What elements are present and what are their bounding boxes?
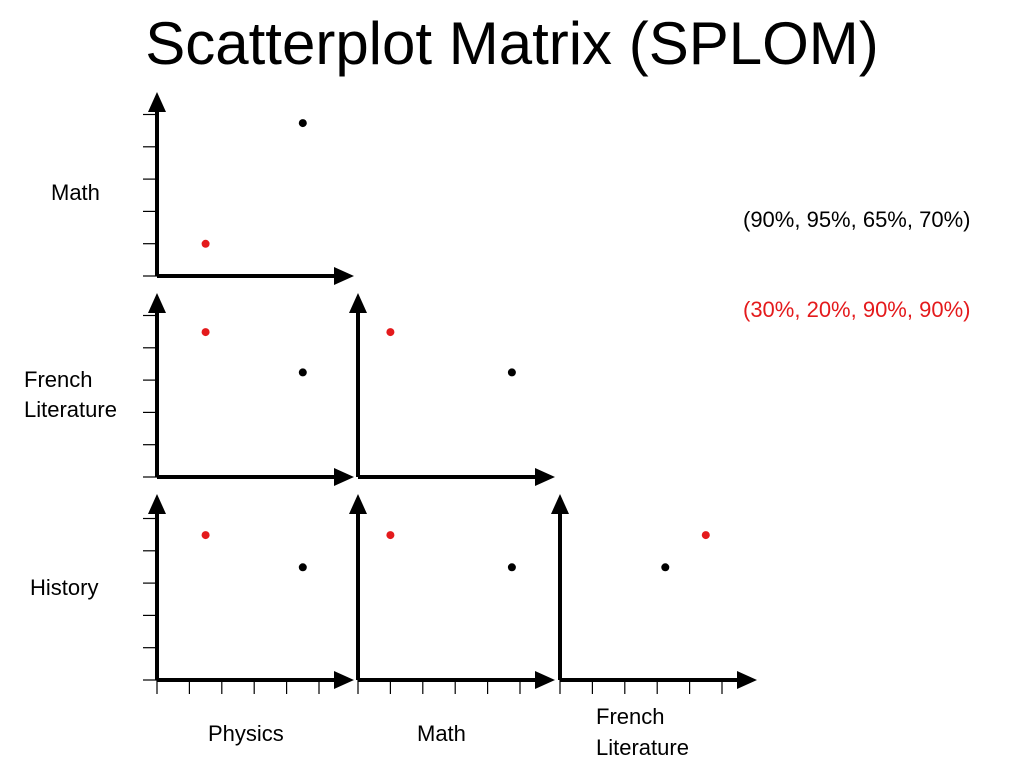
panel-math-vs-history-y-axis-arrow — [349, 494, 367, 514]
panel-physics-vs-math-point-record-1 — [298, 119, 307, 128]
row-label-math: Math — [51, 180, 100, 205]
panel-math-vs-french-literature-point-record-2 — [386, 328, 395, 337]
panel-physics-vs-math-x-axis-arrow — [334, 267, 354, 285]
panel-math-vs-history-point-record-1 — [507, 563, 516, 572]
column-label-french-literature-line1: French — [596, 704, 665, 729]
row-label-french-literature-line2: Literature — [24, 397, 117, 422]
panel-physics-vs-french-literature-point-record-2 — [201, 328, 210, 337]
panel-physics-vs-french-literature-point-record-1 — [298, 368, 307, 377]
panel-french-literature-vs-history-point-record-2 — [701, 531, 710, 540]
panel-physics-vs-french-literature-y-axis-arrow — [148, 293, 166, 313]
panel-physics-vs-history-y-axis-arrow — [148, 494, 166, 514]
panel-physics-vs-math-point-record-2 — [201, 239, 210, 248]
panel-physics-vs-history-point-record-1 — [298, 563, 307, 572]
panel-math-vs-french-literature-x-axis-arrow — [535, 468, 555, 486]
panel-math-vs-history-x-axis-arrow — [535, 671, 555, 689]
row-label-history: History — [30, 575, 99, 600]
chart-title: Scatterplot Matrix (SPLOM) — [145, 10, 879, 77]
panel-french-literature-vs-history-point-record-1 — [661, 563, 670, 572]
panel-physics-vs-history-x-axis-arrow — [334, 671, 354, 689]
panel-physics-vs-history-point-record-2 — [201, 531, 210, 540]
panel-math-vs-french-literature-y-axis-arrow — [349, 293, 367, 313]
row-label-french-literature-line1: French — [24, 367, 93, 392]
panel-physics-vs-french-literature-x-axis-arrow — [334, 468, 354, 486]
panel-french-literature-vs-history-x-axis-arrow — [737, 671, 757, 689]
legend-entry-record-2: (30%, 20%, 90%, 90%) — [743, 297, 971, 322]
panel-math-vs-french-literature-point-record-1 — [507, 368, 516, 377]
column-label-french-literature-line2: Literature — [596, 735, 689, 760]
panel-physics-vs-math-y-axis-arrow — [148, 92, 166, 112]
column-label-physics: Physics — [208, 721, 284, 746]
column-label-math: Math — [417, 721, 466, 746]
panel-french-literature-vs-history-y-axis-arrow — [551, 494, 569, 514]
legend-entry-record-1: (90%, 95%, 65%, 70%) — [743, 207, 971, 232]
panel-math-vs-history-point-record-2 — [386, 531, 395, 540]
